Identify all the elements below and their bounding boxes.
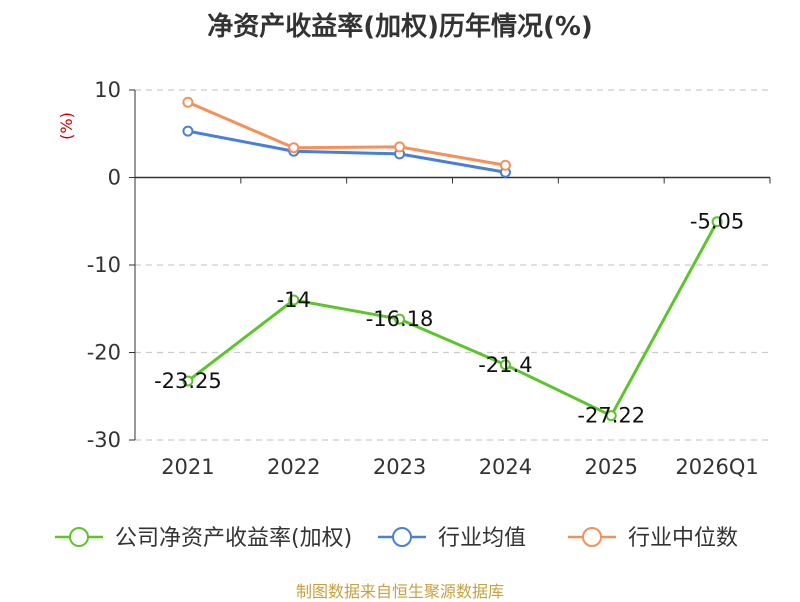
grid-layer [135, 89, 770, 441]
series-layer [182, 96, 723, 422]
data-point [182, 125, 194, 137]
data-point [394, 141, 406, 153]
data-point [499, 159, 511, 171]
y-axis-unit-label: (%) [57, 112, 76, 140]
x-tick-label: 2025 [585, 455, 638, 479]
y-tick-label: -20 [87, 341, 121, 365]
legend-item: 行业中位数 [568, 526, 738, 551]
y-tick-label: 0 [108, 166, 121, 190]
legend-marker [582, 527, 602, 547]
label-layer: -23.25 -14 -16.18 -21.4 -27.22 -5.05 [154, 210, 744, 428]
x-tick-label: 2024 [479, 455, 532, 479]
x-tick-label: 2021 [161, 455, 214, 479]
data-point [605, 410, 617, 422]
data-label: -27.22 [577, 404, 645, 428]
data-point [288, 294, 300, 306]
data-point [288, 142, 300, 154]
x-tick-label: 2022 [267, 455, 320, 479]
legend: 公司净资产收益率(加权) 行业均值 行业中位数 [55, 526, 738, 551]
data-point [711, 216, 723, 228]
data-point [182, 375, 194, 387]
chart-title: 净资产收益率(加权)历年情况(%) [207, 12, 593, 42]
x-tick-label: 2023 [373, 455, 426, 479]
y-tick-label: -30 [87, 428, 121, 452]
series-line [187, 129, 506, 174]
legend-marker [392, 527, 412, 547]
legend-item: 公司净资产收益率(加权) [55, 526, 352, 551]
data-label: -5.05 [690, 210, 744, 234]
y-tick-label: -10 [87, 253, 121, 277]
y-tick-label: 10 [94, 78, 121, 102]
data-label: -21.4 [478, 353, 532, 377]
legend-label: 行业中位数 [628, 526, 738, 551]
x-tick-label: 2026Q1 [675, 455, 758, 479]
data-point [394, 313, 406, 325]
legend-label: 行业均值 [438, 526, 526, 551]
data-label: -23.25 [154, 369, 222, 393]
legend-marker [69, 527, 89, 547]
data-label: -16.18 [366, 307, 434, 331]
series-line [187, 100, 506, 167]
data-label: -14 [277, 288, 311, 312]
axis-layer: 10 0 -10 -20 -30 2021 2022 2023 2024 2025 2026Q1 [87, 78, 771, 479]
data-point [182, 96, 194, 108]
source-note: 制图数据来自恒生聚源数据库 [295, 582, 504, 601]
series-line [187, 220, 719, 418]
legend-item: 行业均值 [378, 526, 526, 551]
legend-label: 公司净资产收益率(加权) [115, 526, 352, 551]
data-point [499, 359, 511, 371]
